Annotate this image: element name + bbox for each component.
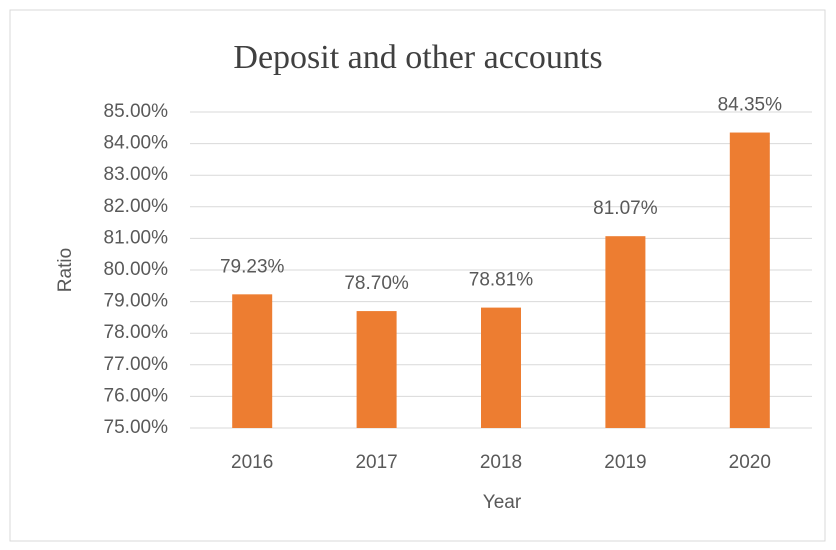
y-tick-label: 84.00% [104,133,169,154]
y-tick-label: 81.00% [104,227,169,248]
bar [232,294,273,428]
data-label: 81.07% [593,198,658,219]
x-tick-label: 2020 [729,452,771,473]
data-label: 78.70% [344,273,409,294]
y-tick-label: 80.00% [104,259,169,280]
x-tick-label: 2017 [355,452,397,473]
data-label: 79.23% [220,256,285,277]
x-axis-title: Year [483,492,522,513]
y-tick-label: 75.00% [104,417,169,438]
bar [729,132,770,429]
y-tick-label: 78.00% [104,322,169,343]
y-tick-label: 77.00% [104,354,169,375]
y-axis-title: Ratio [55,248,76,292]
y-tick-label: 79.00% [104,291,169,312]
data-label: 84.35% [718,95,783,116]
data-label: 78.81% [469,270,534,291]
bar [356,311,397,428]
chart-border [9,9,826,542]
x-tick-label: 2019 [604,452,646,473]
y-tick-label: 83.00% [104,164,169,185]
y-tick-label: 76.00% [104,385,169,406]
bar [605,236,646,428]
bar [481,307,521,428]
y-tick-label: 85.00% [104,101,169,122]
chart-title: Deposit and other accounts [233,39,602,76]
y-tick-label: 82.00% [104,196,169,217]
x-tick-label: 2016 [231,452,273,473]
x-tick-label: 2018 [480,452,522,473]
